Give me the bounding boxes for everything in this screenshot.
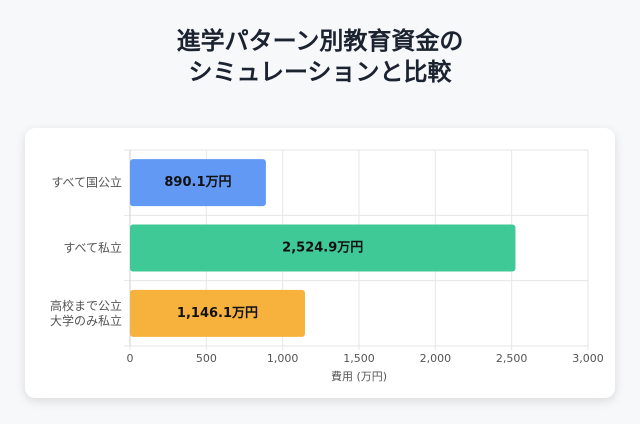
x-tick-label: 0 xyxy=(127,352,134,365)
x-tick-label: 2,500 xyxy=(496,352,528,365)
category-label: 大学のみ私立 xyxy=(50,313,122,328)
bar-data-label: 890.1万円 xyxy=(164,175,231,190)
bar xyxy=(130,224,516,272)
x-tick-label: 3,000 xyxy=(572,352,604,365)
chart-title-line-2: シミュレーションと比較 xyxy=(188,58,452,86)
chart-title-line-1: 進学パターン別教育資金の xyxy=(176,27,464,55)
x-axis-title: 費用 (万円) xyxy=(331,369,387,383)
x-tick-label: 1,500 xyxy=(343,352,375,365)
x-tick-label: 500 xyxy=(196,352,217,365)
x-tick-label: 1,000 xyxy=(267,352,299,365)
category-label: 高校まで公立 xyxy=(50,298,122,313)
category-label: すべて国公立 xyxy=(51,175,122,190)
bar xyxy=(130,159,266,207)
bar xyxy=(130,289,305,337)
bar-data-label: 1,146.1万円 xyxy=(177,306,258,321)
category-label: すべて私立 xyxy=(63,240,122,255)
chart-title: 進学パターン別教育資金の シミュレーションと比較 xyxy=(0,26,640,88)
bar-data-label: 2,524.9万円 xyxy=(282,241,363,256)
x-tick-label: 2,000 xyxy=(420,352,452,365)
